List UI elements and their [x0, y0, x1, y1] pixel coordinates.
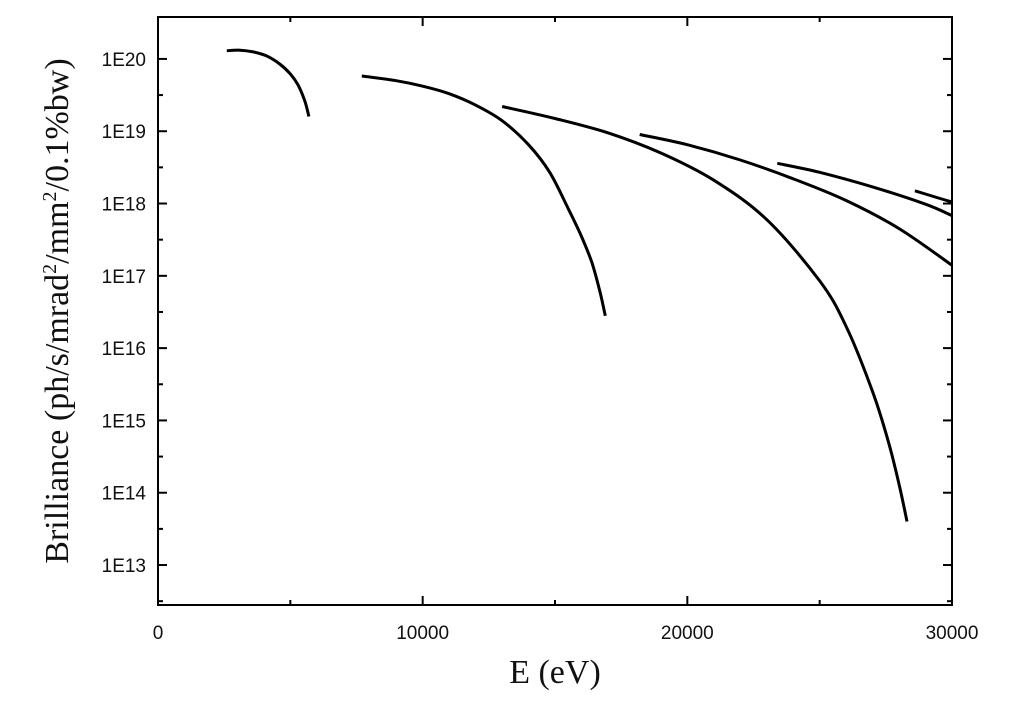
axis-ticks	[157, 17, 953, 605]
series-line-4	[639, 133, 953, 267]
series-line-2	[361, 74, 607, 317]
y-tick-label: 1E13	[102, 556, 146, 577]
y-axis-title-part-3: /0.1%bw)	[39, 58, 76, 191]
plot-frame	[157, 16, 953, 606]
y-tick-label: 1E18	[102, 195, 146, 216]
x-axis-title: E (eV)	[509, 654, 601, 691]
y-tick-label: 1E14	[102, 484, 147, 505]
series-curves	[226, 48, 953, 522]
y-axis-title: Brilliance (ph/s/mrad2/mm2/0.1%bw)	[39, 58, 76, 563]
y-tick-label: 1E17	[102, 267, 146, 288]
x-tick-label: 30000	[926, 623, 979, 644]
y-tick-label: 1E15	[102, 411, 146, 432]
series-line-6	[914, 189, 953, 204]
axis-tick-labels: 0 10000 20000 30000 1E13 1E14 1E15 1E16 1E17 1E18…	[102, 50, 979, 644]
x-tick-label: 0	[153, 623, 164, 644]
y-axis-title-superscript-1: 2	[39, 264, 61, 274]
series-line-3	[501, 105, 909, 522]
x-tick-label: 20000	[661, 623, 714, 644]
series-line-1	[226, 48, 311, 117]
y-tick-label: 1E19	[102, 122, 146, 143]
y-tick-label: 1E16	[102, 339, 146, 360]
y-tick-label: 1E20	[102, 50, 146, 71]
y-axis-title-superscript-2: 2	[39, 191, 61, 201]
y-axis-title-part-2: /mm	[39, 201, 76, 263]
y-axis-title-part-1: Brilliance (ph/s/mrad	[39, 274, 76, 564]
series-line-5	[776, 161, 953, 217]
x-tick-label: 10000	[396, 623, 449, 644]
